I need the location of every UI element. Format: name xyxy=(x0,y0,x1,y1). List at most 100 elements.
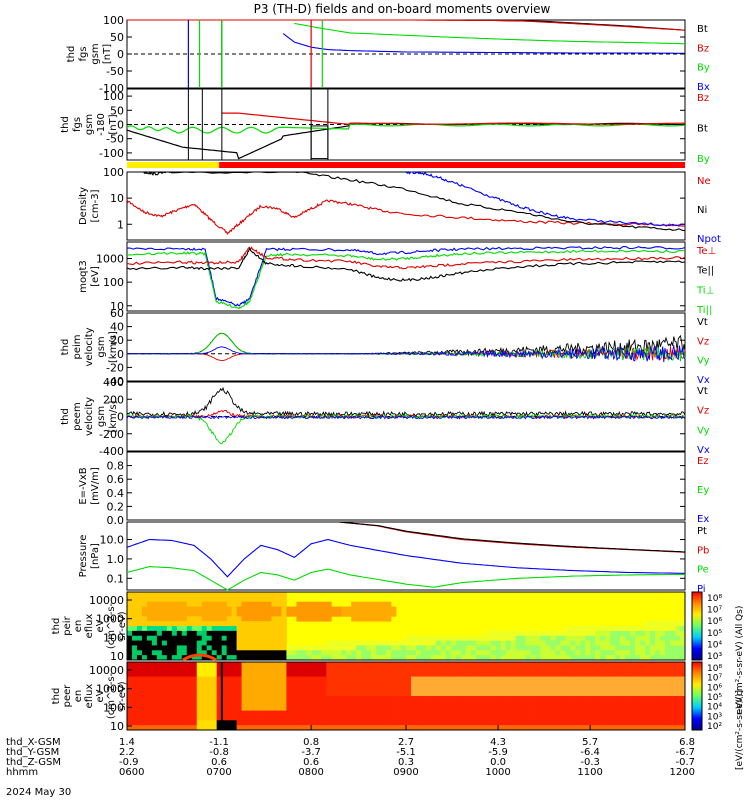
fgs-zoom-By xyxy=(126,123,686,134)
ylabel-7-1: [nPa] xyxy=(90,543,101,569)
xaxis-value-0-0: 1.4 xyxy=(119,737,135,748)
ylabel-1-3: -180 xyxy=(96,113,107,136)
ytick-label-6-0: 0.8 xyxy=(107,460,125,473)
colorbar-lower-tick-6: 10² xyxy=(707,722,722,732)
frame-pressure xyxy=(126,521,686,591)
series-density-Ne xyxy=(126,199,686,235)
ylabel-peir_spectrogram-1: peir xyxy=(62,615,73,635)
xaxis-value-1-0: 2.2 xyxy=(119,747,135,758)
xaxis-value-2-1: 0.6 xyxy=(211,757,227,768)
series-density-Npot xyxy=(405,170,686,227)
colorbar-lower-tick-0: 10⁸ xyxy=(707,664,722,674)
colorbar-lower-tick-4: 10⁴ xyxy=(707,703,722,713)
spec-tick-label-peer_spectrogram-2: 100 xyxy=(103,701,124,714)
fgs-zoom-box xyxy=(310,125,329,160)
legend-6-0: Ez xyxy=(697,456,709,467)
ylabel-peir_spectrogram-3: eflux xyxy=(84,614,95,639)
series-pressure-Pi xyxy=(126,538,686,578)
ylabel-5-1: peem xyxy=(72,402,83,430)
ylabel-peir_spectrogram-6: sr-eV) xyxy=(117,611,128,640)
legend-5-0: Vt xyxy=(697,386,708,397)
ytick-label-4-4: -20 xyxy=(106,361,124,374)
colorbar-lower-tick-2: 10⁶ xyxy=(707,683,722,693)
frame-density xyxy=(126,171,686,241)
colorbar-lower-label: [eV/(cm²-s-sr-eV)] xyxy=(735,690,745,770)
legend-5-2: Vy xyxy=(697,425,710,436)
ylabel-1-2: gsm xyxy=(84,114,95,135)
legend-0-0: Bt xyxy=(697,24,708,35)
legend-2-0: Ne xyxy=(697,176,711,187)
ytick-label-2-2: 1 xyxy=(117,218,124,231)
colorbar-upper-tick-5: 10³ xyxy=(707,652,722,662)
colorbar-upper-tick-2: 10⁶ xyxy=(707,617,722,627)
ytick-label-1-2: 0 xyxy=(117,119,124,132)
peer-spectrogram: thd peer en eflux eV (cm^2-s-sr-eV) 10000 1000 1… xyxy=(51,661,686,733)
legend-3-0: Te⊥ xyxy=(696,246,716,257)
colorbar-upper-tick-0: 10⁸ xyxy=(707,594,722,604)
ylabel-5-3: gsm xyxy=(96,406,107,427)
xaxis-value-1-6: -6.7 xyxy=(675,747,695,758)
xaxis-label-2: thd_Z-GSM xyxy=(6,757,61,768)
panel-efield: E=-VxB [mV/m] 0.80.60.40.20.0 Ez Ey Ex xyxy=(78,451,709,527)
xaxis-value-3-5: 1100 xyxy=(577,767,602,778)
legend-4-2: Vy xyxy=(697,356,710,367)
frame-fgs xyxy=(126,19,686,89)
ytick-label-4-1: 40 xyxy=(110,321,124,334)
legend-3-2: Ti⊥ xyxy=(696,285,714,296)
ytick-label-5-1: 200 xyxy=(103,393,124,406)
series-temperature-Ti|| xyxy=(126,249,686,310)
mode-bar-fast xyxy=(219,162,685,168)
ylabel-peir_spectrogram-5: (cm^2-s- xyxy=(106,602,117,649)
ytick-label-1-4: -100 xyxy=(99,147,124,160)
panel-density: Density [cm-3]100 10 1 Ne Ni Npot xyxy=(78,166,721,245)
ylabel-2-1: [cm-3] xyxy=(90,189,101,222)
series-fgs-Bx xyxy=(282,33,685,54)
xaxis-value-2-6: -0.7 xyxy=(675,757,695,768)
spec-tick-label-peir_spectrogram-3: 10 xyxy=(110,650,124,663)
ylabel-2-0: Density xyxy=(78,187,89,225)
ylabel-peer_spectrogram-0: thd xyxy=(51,688,62,705)
ytick-label-5-2: 0 xyxy=(117,411,124,424)
ytick-label-4-0: 60 xyxy=(110,307,124,320)
ytick-label-6-4: 0.0 xyxy=(107,514,125,527)
panel-pressure: Pressure [nPa]10.0 1.0 0.1 Pt Pb Pe Pi xyxy=(78,521,709,595)
ylabel-0-3: [nT] xyxy=(102,44,113,64)
ylabel-3-0: moqt3 xyxy=(78,260,89,293)
panel-fgs: thd fgs gsm [nT] 100 50 0 -50 -100 Bt Bz By Bx xyxy=(66,14,710,95)
xaxis-value-1-5: -6.4 xyxy=(580,747,600,758)
ylabel-3-1: [eV] xyxy=(90,266,101,287)
ytick-label-1-1: 50 xyxy=(110,104,124,117)
xaxis-value-2-3: 0.3 xyxy=(398,757,414,768)
peim-Vy xyxy=(127,332,686,362)
ytick-label-5-4: -400 xyxy=(99,445,124,458)
colorbar-lower-tick-3: 10⁵ xyxy=(707,693,722,703)
colorbar-lower-tick-5: 10³ xyxy=(707,712,722,722)
legend-3-1: Te|| xyxy=(696,266,714,277)
colorbar-upper-tick-4: 10⁴ xyxy=(707,640,722,650)
series-density-Ni xyxy=(143,170,686,232)
ytick-label-6-3: 0.2 xyxy=(107,500,125,513)
legend-7-1: Pb xyxy=(697,545,709,556)
ylabel-7-0: Pressure xyxy=(78,535,89,578)
colorbar-lower xyxy=(691,661,703,731)
ylabel-5-2: velocity xyxy=(84,397,95,436)
peem-Vx xyxy=(126,415,686,420)
peim-Vx xyxy=(126,345,686,363)
colorbar-upper-tick-3: 10⁵ xyxy=(707,629,722,639)
ylabel-peer_spectrogram-6: sr-eV) xyxy=(117,681,128,710)
series-fgs-By xyxy=(294,22,686,45)
ytick-label-2-1: 10 xyxy=(110,192,124,205)
xaxis-value-2-2: 0.6 xyxy=(303,757,319,768)
ytick-label-0-3: -50 xyxy=(106,65,124,78)
xaxis-value-3-3: 0900 xyxy=(393,767,418,778)
ytick-label-0-0: 100 xyxy=(103,14,124,27)
legend-0-1: Bz xyxy=(697,43,709,54)
legend-2-2: Npot xyxy=(697,234,721,245)
ytick-label-4-5: -40 xyxy=(106,375,124,388)
spec-tick-label-peer_spectrogram-1: 1000 xyxy=(96,683,124,696)
spec-tick-label-peer_spectrogram-3: 10 xyxy=(110,720,124,733)
ytick-label-6-2: 0.4 xyxy=(107,487,125,500)
figure-title: P3 (TH-D) fields and on-board moments ov… xyxy=(254,2,551,16)
ytick-label-7-1: 1.0 xyxy=(107,553,125,566)
